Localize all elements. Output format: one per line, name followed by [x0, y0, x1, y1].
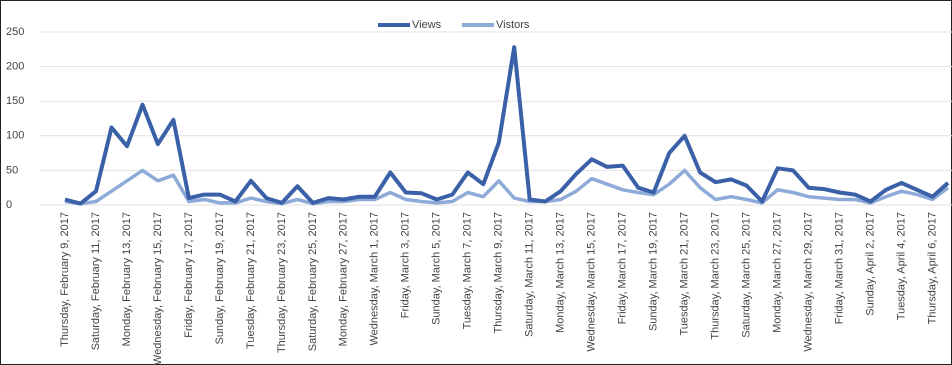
x-tick-label: Monday, February 27, 2017 — [338, 212, 350, 346]
y-tick-label: 50 — [6, 164, 18, 176]
x-tick-label: Wednesday, March 29, 2017 — [802, 212, 814, 352]
x-tick-label: Tuesday, April 4, 2017 — [895, 212, 907, 320]
x-tick-label: Friday, March 17, 2017 — [617, 212, 629, 324]
x-tick-label: Thursday, February 23, 2017 — [276, 212, 288, 353]
x-tick-label: Saturday, February 11, 2017 — [90, 212, 102, 350]
x-tick-label: Friday, February 17, 2017 — [183, 212, 195, 338]
x-tick-label: Thursday, February 9, 2017 — [59, 212, 71, 347]
y-tick-label: 250 — [6, 26, 24, 38]
x-tick-label: Sunday, March 19, 2017 — [648, 212, 660, 331]
series-line — [64, 168, 950, 206]
y-tick-label: 0 — [6, 199, 12, 211]
x-tick-label: Wednesday, March 1, 2017 — [369, 212, 381, 346]
legend-label: Vistors — [496, 19, 530, 31]
x-tick-label: Tuesday, March 21, 2017 — [679, 212, 691, 336]
x-tick-label: Thursday, March 9, 2017 — [493, 212, 505, 333]
x-tick-label: Thursday, April 6, 2017 — [926, 212, 938, 324]
y-tick-label: 150 — [6, 95, 24, 107]
x-tick-label: Friday, March 31, 2017 — [833, 212, 845, 324]
x-tick-label: Thursday, March 23, 2017 — [710, 212, 722, 340]
x-tick-label: Friday, March 3, 2017 — [400, 212, 412, 318]
x-tick-label: Saturday, February 25, 2017 — [307, 212, 319, 351]
x-tick-label: Saturday, March 25, 2017 — [741, 212, 753, 338]
x-tick-label: Wednesday, March 15, 2017 — [586, 212, 598, 352]
y-tick-label: 200 — [6, 61, 24, 73]
x-tick-label: Tuesday, March 7, 2017 — [462, 212, 474, 329]
series-line — [64, 45, 950, 206]
x-tick-label: Tuesday, February 21, 2017 — [245, 212, 257, 349]
x-tick-label: Saturday, March 11, 2017 — [524, 212, 536, 337]
x-tick-label: Monday, March 13, 2017 — [555, 212, 567, 333]
x-tick-label: Sunday, March 5, 2017 — [431, 212, 443, 325]
x-tick-label: Wednesday, February 15, 2017 — [152, 212, 164, 365]
x-tick-label: Monday, March 27, 2017 — [772, 212, 784, 333]
x-tick-label: Sunday, April 2, 2017 — [864, 212, 876, 316]
x-tick-label: Monday, February 13, 2017 — [121, 212, 133, 346]
x-tick-label: Sunday, February 19, 2017 — [214, 212, 226, 345]
y-tick-label: 100 — [6, 130, 24, 142]
legend-label: Views — [412, 19, 442, 31]
